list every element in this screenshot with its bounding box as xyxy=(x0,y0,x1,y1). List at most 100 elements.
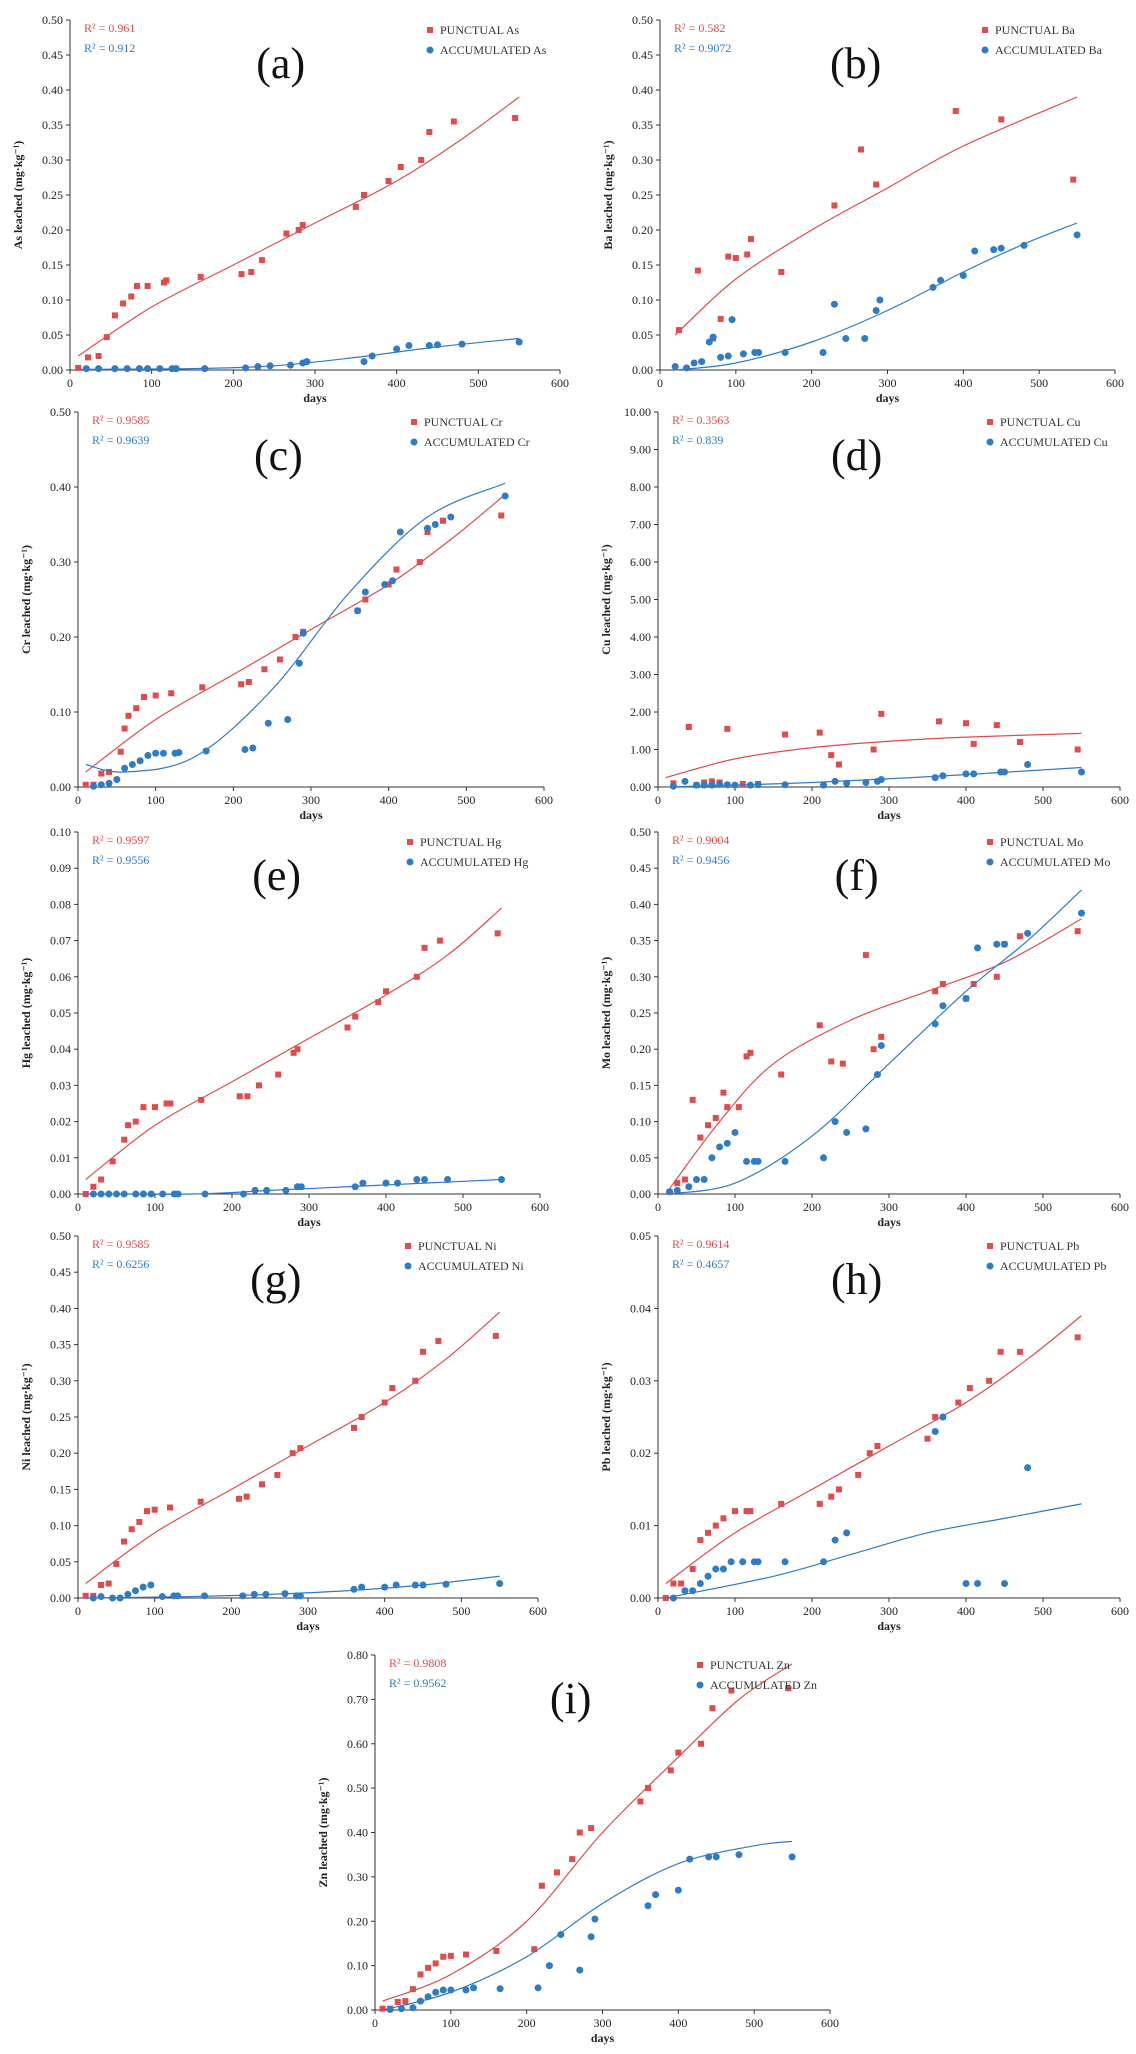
data-point xyxy=(724,352,732,360)
data-point xyxy=(394,1179,402,1187)
x-axis-title: days xyxy=(877,1619,901,1633)
data-point xyxy=(1074,1334,1081,1341)
data-point xyxy=(870,746,877,753)
data-point xyxy=(440,1953,447,1960)
data-point xyxy=(820,781,828,789)
data-point xyxy=(652,1891,660,1899)
data-point xyxy=(700,1176,708,1184)
data-point xyxy=(835,761,842,768)
data-point xyxy=(990,246,998,254)
y-axis-title: Ba leached (mg·kg⁻¹) xyxy=(601,140,615,249)
panel-mo: 0.00 0.05 0.10 0.15 0.20 0.25 0.30 0.35 0.40 0.45… xyxy=(599,825,1129,1229)
y-tick-label: 0.08 xyxy=(50,897,71,911)
data-point xyxy=(413,973,420,980)
data-point xyxy=(383,988,389,995)
data-point xyxy=(986,1377,993,1384)
x-tick-label: 400 xyxy=(957,1200,975,1214)
data-point xyxy=(103,334,110,341)
data-point xyxy=(136,757,144,765)
data-point xyxy=(674,1180,681,1187)
y-tick-label: 0.20 xyxy=(632,223,653,237)
data-point xyxy=(866,1450,873,1457)
data-point xyxy=(709,333,717,341)
data-point xyxy=(402,1998,409,2005)
y-tick-label: 0.07 xyxy=(50,934,71,948)
data-point xyxy=(955,1399,962,1406)
x-tick-label: 0 xyxy=(372,2016,378,2030)
data-point xyxy=(748,236,754,243)
data-point xyxy=(724,1104,731,1111)
data-point xyxy=(382,1179,390,1187)
y-tick-label: 0.50 xyxy=(630,825,651,839)
legend-label: ACCUMULATED Zn xyxy=(710,1678,817,1692)
y-tick-label: 0.10 xyxy=(630,1115,651,1129)
data-point xyxy=(128,293,135,300)
y-tick-label: 3.00 xyxy=(630,668,651,682)
data-point xyxy=(136,1518,143,1525)
y-tick-label: 0.45 xyxy=(42,48,63,62)
data-point xyxy=(426,129,433,135)
y-tick-label: 0.10 xyxy=(632,293,653,307)
series-punctual: R² = 0.582 PUNCTUAL Ba xyxy=(674,21,1078,342)
data-point xyxy=(124,1590,132,1598)
trend-line xyxy=(665,732,1082,779)
data-point xyxy=(966,1385,973,1392)
panel-as: 0.00 0.05 0.10 0.15 0.20 0.25 0.30 0.35 0.40 0.45… xyxy=(11,13,569,405)
x-tick-label: 400 xyxy=(957,1604,975,1618)
data-point xyxy=(436,937,443,944)
data-point xyxy=(496,1985,504,1993)
r2-label: R² = 0.839 xyxy=(672,433,723,447)
data-point xyxy=(156,365,164,373)
y-tick-label: 0.10 xyxy=(50,705,71,719)
data-point xyxy=(413,1176,421,1184)
data-point xyxy=(175,749,183,756)
data-point xyxy=(569,1856,576,1863)
panel-cr: 0.00 0.10 0.20 0.30 0.40 0.50 0 100 200 300 400 500… xyxy=(19,405,553,822)
data-point xyxy=(705,338,713,346)
data-point xyxy=(393,345,401,353)
panel-letter: (c) xyxy=(254,431,303,480)
data-point xyxy=(201,1592,208,1600)
data-point xyxy=(98,770,105,777)
data-point xyxy=(439,1986,447,1994)
trend-line xyxy=(674,96,1078,336)
x-axis-title: days xyxy=(877,808,901,822)
data-point xyxy=(708,778,715,785)
legend-label: ACCUMULATED Cu xyxy=(1000,435,1108,449)
y-axis-title: Pb leached (mg·kg⁻¹) xyxy=(599,1362,613,1471)
data-point xyxy=(295,227,302,233)
data-point xyxy=(674,1886,682,1894)
data-point xyxy=(123,365,131,373)
y-tick-label: 0.00 xyxy=(42,363,63,377)
data-point xyxy=(158,1593,166,1601)
data-point xyxy=(352,1013,359,1020)
data-point xyxy=(97,1593,105,1601)
data-point xyxy=(250,1590,258,1598)
y-tick-label: 0.30 xyxy=(347,1870,368,1884)
y-tick-label: 0.60 xyxy=(347,1737,368,1751)
data-point xyxy=(248,269,255,275)
data-point xyxy=(754,781,762,789)
y-tick-label: 0.20 xyxy=(50,1446,71,1460)
r2-label: R² = 0.9808 xyxy=(389,1656,446,1670)
data-point xyxy=(675,1749,682,1756)
data-point xyxy=(385,178,392,184)
data-point xyxy=(755,349,763,356)
data-point xyxy=(409,2004,417,2012)
data-point xyxy=(696,1580,704,1588)
data-point xyxy=(870,1046,877,1053)
data-point xyxy=(360,358,368,366)
y-axis-title: As leached (mg·kg⁻¹) xyxy=(11,141,25,250)
data-point xyxy=(163,1100,170,1107)
data-point xyxy=(172,365,180,373)
data-point xyxy=(820,1558,828,1566)
data-point xyxy=(501,492,509,500)
trend-line xyxy=(382,1840,793,2011)
x-tick-label: 100 xyxy=(147,793,165,807)
data-point xyxy=(681,777,689,785)
y-tick-label: 0.06 xyxy=(50,970,71,984)
data-point xyxy=(712,1853,720,1861)
data-point xyxy=(492,1332,499,1339)
data-point xyxy=(255,1082,262,1089)
trend-line xyxy=(85,1575,500,1599)
